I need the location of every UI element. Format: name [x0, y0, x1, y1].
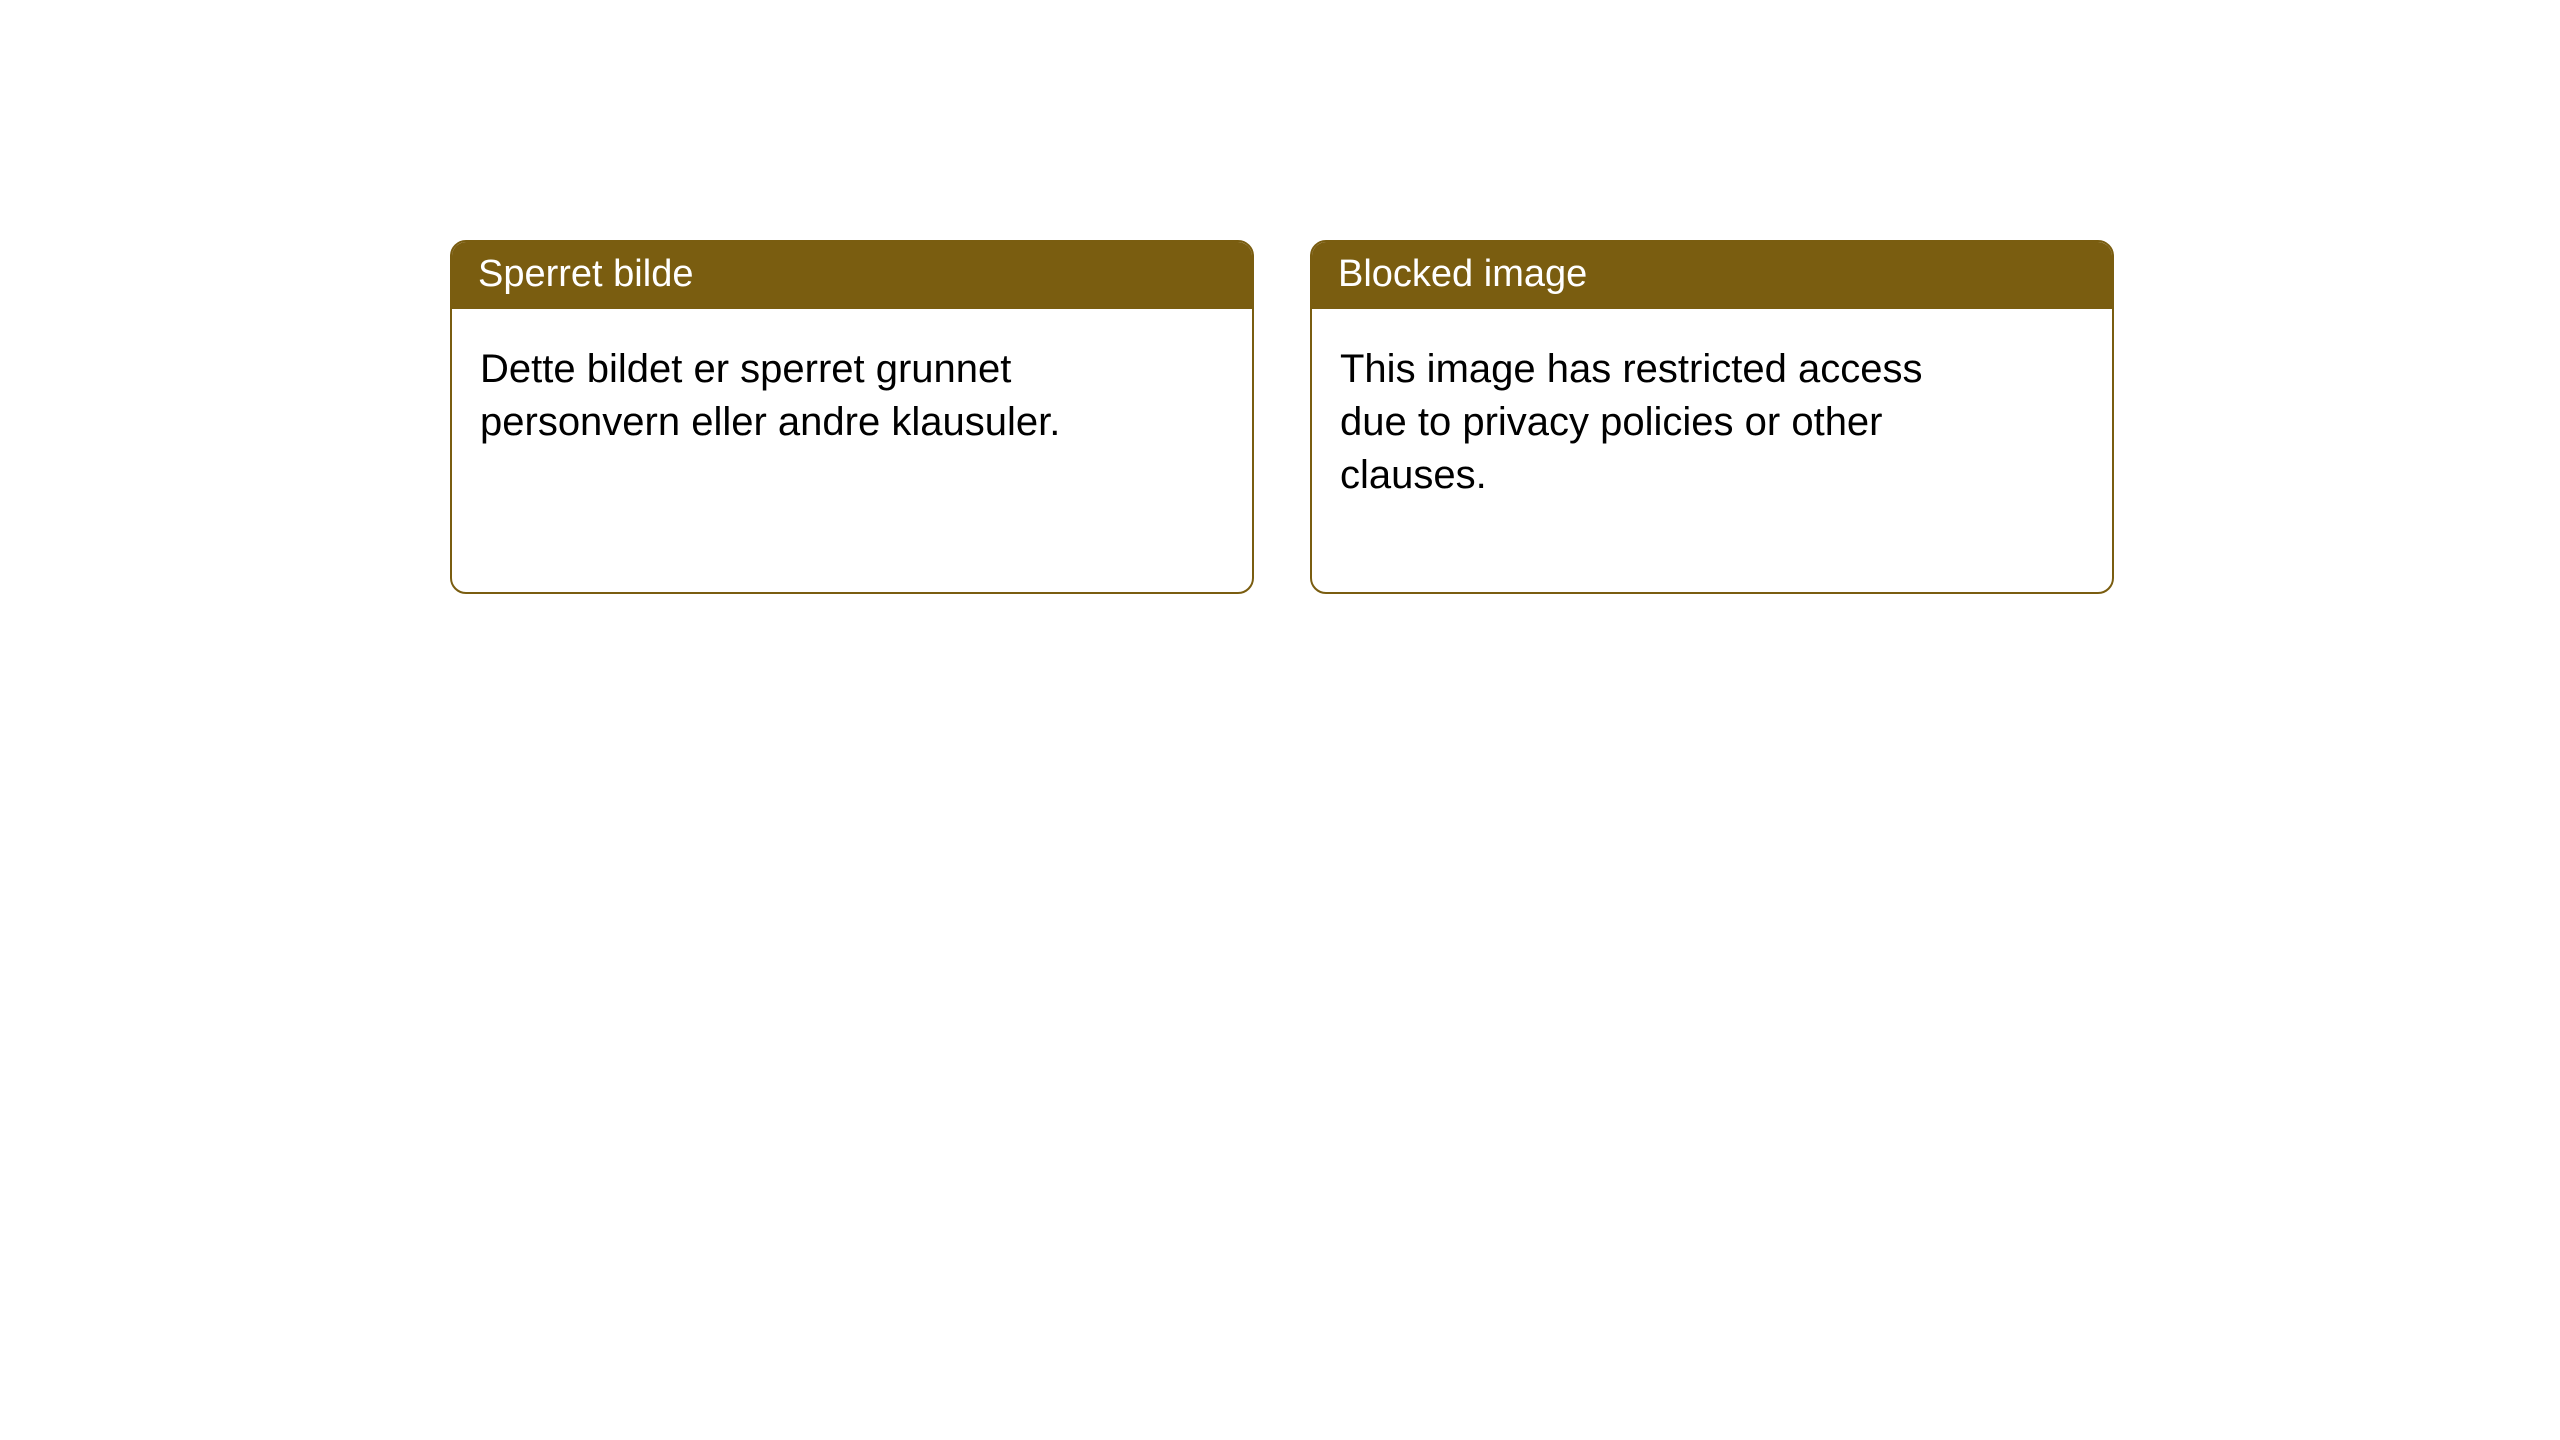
notice-header: Blocked image — [1312, 242, 2112, 309]
notice-header: Sperret bilde — [452, 242, 1252, 309]
notice-body: This image has restricted access due to … — [1312, 309, 2012, 591]
notice-card-english: Blocked image This image has restricted … — [1310, 240, 2114, 594]
notice-body: Dette bildet er sperret grunnet personve… — [452, 309, 1152, 539]
notice-card-norwegian: Sperret bilde Dette bildet er sperret gr… — [450, 240, 1254, 594]
notice-container: Sperret bilde Dette bildet er sperret gr… — [0, 0, 2560, 594]
